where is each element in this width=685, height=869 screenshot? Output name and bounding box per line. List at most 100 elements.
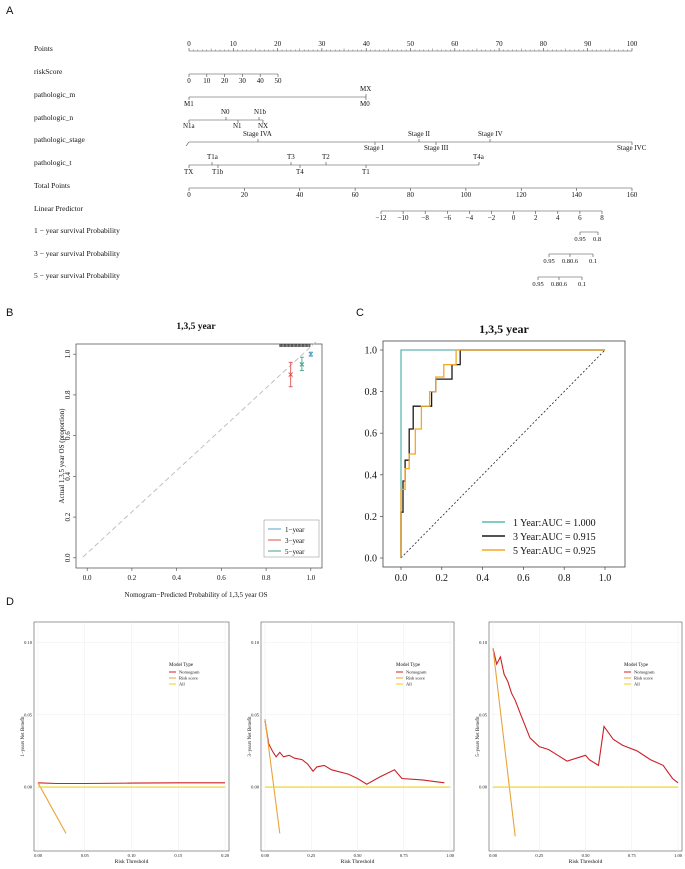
dca-legend-item: Nomogram — [179, 670, 200, 675]
t-label-t4: T4 — [296, 168, 304, 176]
dca-legend-item: Risk score — [179, 676, 198, 681]
row-label-pathologic-t: pathologic_t — [34, 158, 72, 167]
panel-label-c: C — [356, 307, 364, 319]
row-label-linear-predictor: Linear Predictor — [34, 204, 83, 213]
calibration-title: 1,3,5 year — [176, 322, 216, 332]
panel-label-d: D — [6, 596, 14, 608]
t-label-t4a: T4a — [473, 153, 485, 161]
calibration-ideal-line — [82, 340, 318, 558]
pathologic-m-labels: MX M1 M0 — [184, 85, 371, 108]
points-tick-label: 80 — [540, 40, 548, 48]
roc-legend-1yr: 1 Year:AUC = 1.000 — [513, 518, 596, 529]
dca-legend-item: Risk score — [406, 676, 425, 681]
roc-x-tick-label: 0.6 — [517, 573, 530, 584]
cal-x-tick-label: 0.8 — [262, 574, 271, 582]
points-tick-label: 50 — [407, 40, 415, 48]
dca-y-tick-label: 0.10 — [479, 640, 488, 645]
total-points-tick-label: 120 — [516, 191, 527, 199]
dca-y-tick-label: 0.00 — [24, 785, 33, 790]
legend-5yr: 5−year — [285, 548, 305, 556]
pathologic-m-axis — [188, 94, 367, 100]
dca-5yr-plot: 0.00 0.25 0.50 0.75 1.00 0.00 0.05 0.10 Risk Thr… — [476, 621, 683, 865]
total-points-tick-label: 160 — [627, 191, 638, 199]
roc-title: 1,3,5 year — [479, 322, 529, 336]
row-label-total-points: Total Points — [34, 181, 70, 190]
surv1-tick: 0.8 — [593, 236, 601, 243]
dca-legend-item: Risk score — [634, 676, 653, 681]
roc-ticks: 0.0 0.2 0.4 0.6 0.8 1.0 0.0 0.2 0.4 0.6 0.8 1.0 — [365, 346, 612, 585]
pathologic-t-axis — [188, 162, 480, 168]
t-label-t2: T2 — [322, 153, 330, 161]
linear-predictor-tick-label: 6 — [578, 214, 582, 222]
dca-x-tick-label: 0.75 — [400, 853, 409, 858]
surv1-tick: 0.95 — [574, 236, 585, 243]
roc-x-tick-label: 1.0 — [599, 573, 612, 584]
dca-legend-item: Nomogram — [406, 670, 427, 675]
m-label-mx: MX — [360, 85, 371, 93]
surv5-tick: 0.1 — [578, 281, 586, 288]
dca-x-tick-label: 0.10 — [128, 853, 137, 858]
cal-point — [308, 351, 314, 357]
roc-curve-5-year — [400, 349, 605, 558]
surv3-tick: 0.95 — [543, 258, 554, 265]
roc-plot-frame — [382, 340, 626, 568]
roc-x-tick-label: 0.0 — [395, 573, 408, 584]
row-label-1yr-survival: 1 − year survival Probability — [34, 226, 120, 235]
riskscore-tick-label: 50 — [275, 77, 283, 85]
row-label-pathologic-stage: pathologic_stage — [34, 135, 85, 144]
roc-y-tick-label: 0.8 — [365, 387, 378, 398]
dca-x-tick-label: 0.50 — [354, 853, 363, 858]
t-label-t1: T1 — [362, 168, 370, 176]
legend-3yr: 3−year — [285, 537, 305, 545]
dca-xlabel: Risk Threshold — [115, 859, 149, 864]
cal-y-tick-label: 0.0 — [64, 553, 72, 562]
roc-legend-3yr: 3 Year:AUC = 0.915 — [513, 532, 596, 543]
total-points-tick-label: 140 — [571, 191, 582, 199]
riskscore-tick-label: 0 — [187, 77, 191, 85]
calibration-marks — [279, 344, 314, 388]
panel-a-nomogram: A Points riskScore pathologic_m patholog… — [6, 5, 647, 288]
points-tick-label: 20 — [274, 40, 282, 48]
linear-predictor-tick-label: 0 — [512, 214, 516, 222]
cal-x-tick-label: 0.0 — [83, 574, 92, 582]
surv3-tick: 0.80.6 — [562, 258, 579, 265]
points-tick-label: 100 — [627, 40, 638, 48]
surv5-tick: 0.95 — [532, 281, 543, 288]
total-points-tick-label: 0 — [187, 191, 191, 199]
cal-x-tick-label: 0.4 — [172, 574, 181, 582]
roc-y-tick-label: 0.0 — [365, 554, 378, 565]
row-label-5yr-survival: 5 − year survival Probability — [34, 271, 120, 280]
calibration-xlabel: Nomogram−Predicted Probability of 1,3,5 … — [125, 591, 268, 599]
dca-xlabel: Risk Threshold — [569, 859, 603, 864]
dca-legend-title: Model Type — [169, 663, 194, 668]
n-label-n1a: N1a — [183, 122, 196, 130]
roc-x-tick-label: 0.2 — [436, 573, 449, 584]
points-tick-label: 30 — [318, 40, 326, 48]
survival-axes — [537, 231, 599, 280]
points-tick-label: 60 — [451, 40, 459, 48]
t-label-t1a: T1a — [207, 153, 219, 161]
t-label-t1b: T1b — [212, 168, 224, 176]
calibration-legend: 1−year 3−year 5−year — [263, 519, 320, 558]
cal-x-tick-label: 1.0 — [306, 574, 315, 582]
linear-predictor-tick-label: 8 — [600, 214, 604, 222]
points-ticks: 0 10 20 30 40 50 60 70 80 90 100 — [187, 40, 638, 51]
dca-legend-item: All — [634, 682, 641, 687]
row-label-riskscore: riskScore — [34, 67, 63, 76]
dca-ylabel: 3−years Net Benefit — [248, 716, 253, 757]
total-points-tick-label: 60 — [352, 191, 360, 199]
cal-point — [288, 372, 294, 377]
dca-line-nomogram — [492, 648, 679, 784]
linear-predictor-tick-label: −4 — [466, 214, 474, 222]
riskscore-ticks: 0 10 20 30 40 50 — [187, 74, 282, 85]
row-label-points: Points — [34, 44, 53, 53]
linear-predictor-tick-label: −6 — [444, 214, 452, 222]
surv3-tick: 0.1 — [589, 258, 597, 265]
points-tick-label: 40 — [363, 40, 371, 48]
dca-x-tick-label: 0.15 — [174, 853, 183, 858]
dca-ylabel: 1−years Net Benefit — [21, 716, 26, 757]
t-label-t3: T3 — [287, 153, 295, 161]
stage-label-i: Stage I — [364, 144, 384, 152]
points-tick-label: 0 — [187, 40, 191, 48]
nomogram-row-labels: Points riskScore pathologic_m pathologic… — [34, 44, 120, 280]
